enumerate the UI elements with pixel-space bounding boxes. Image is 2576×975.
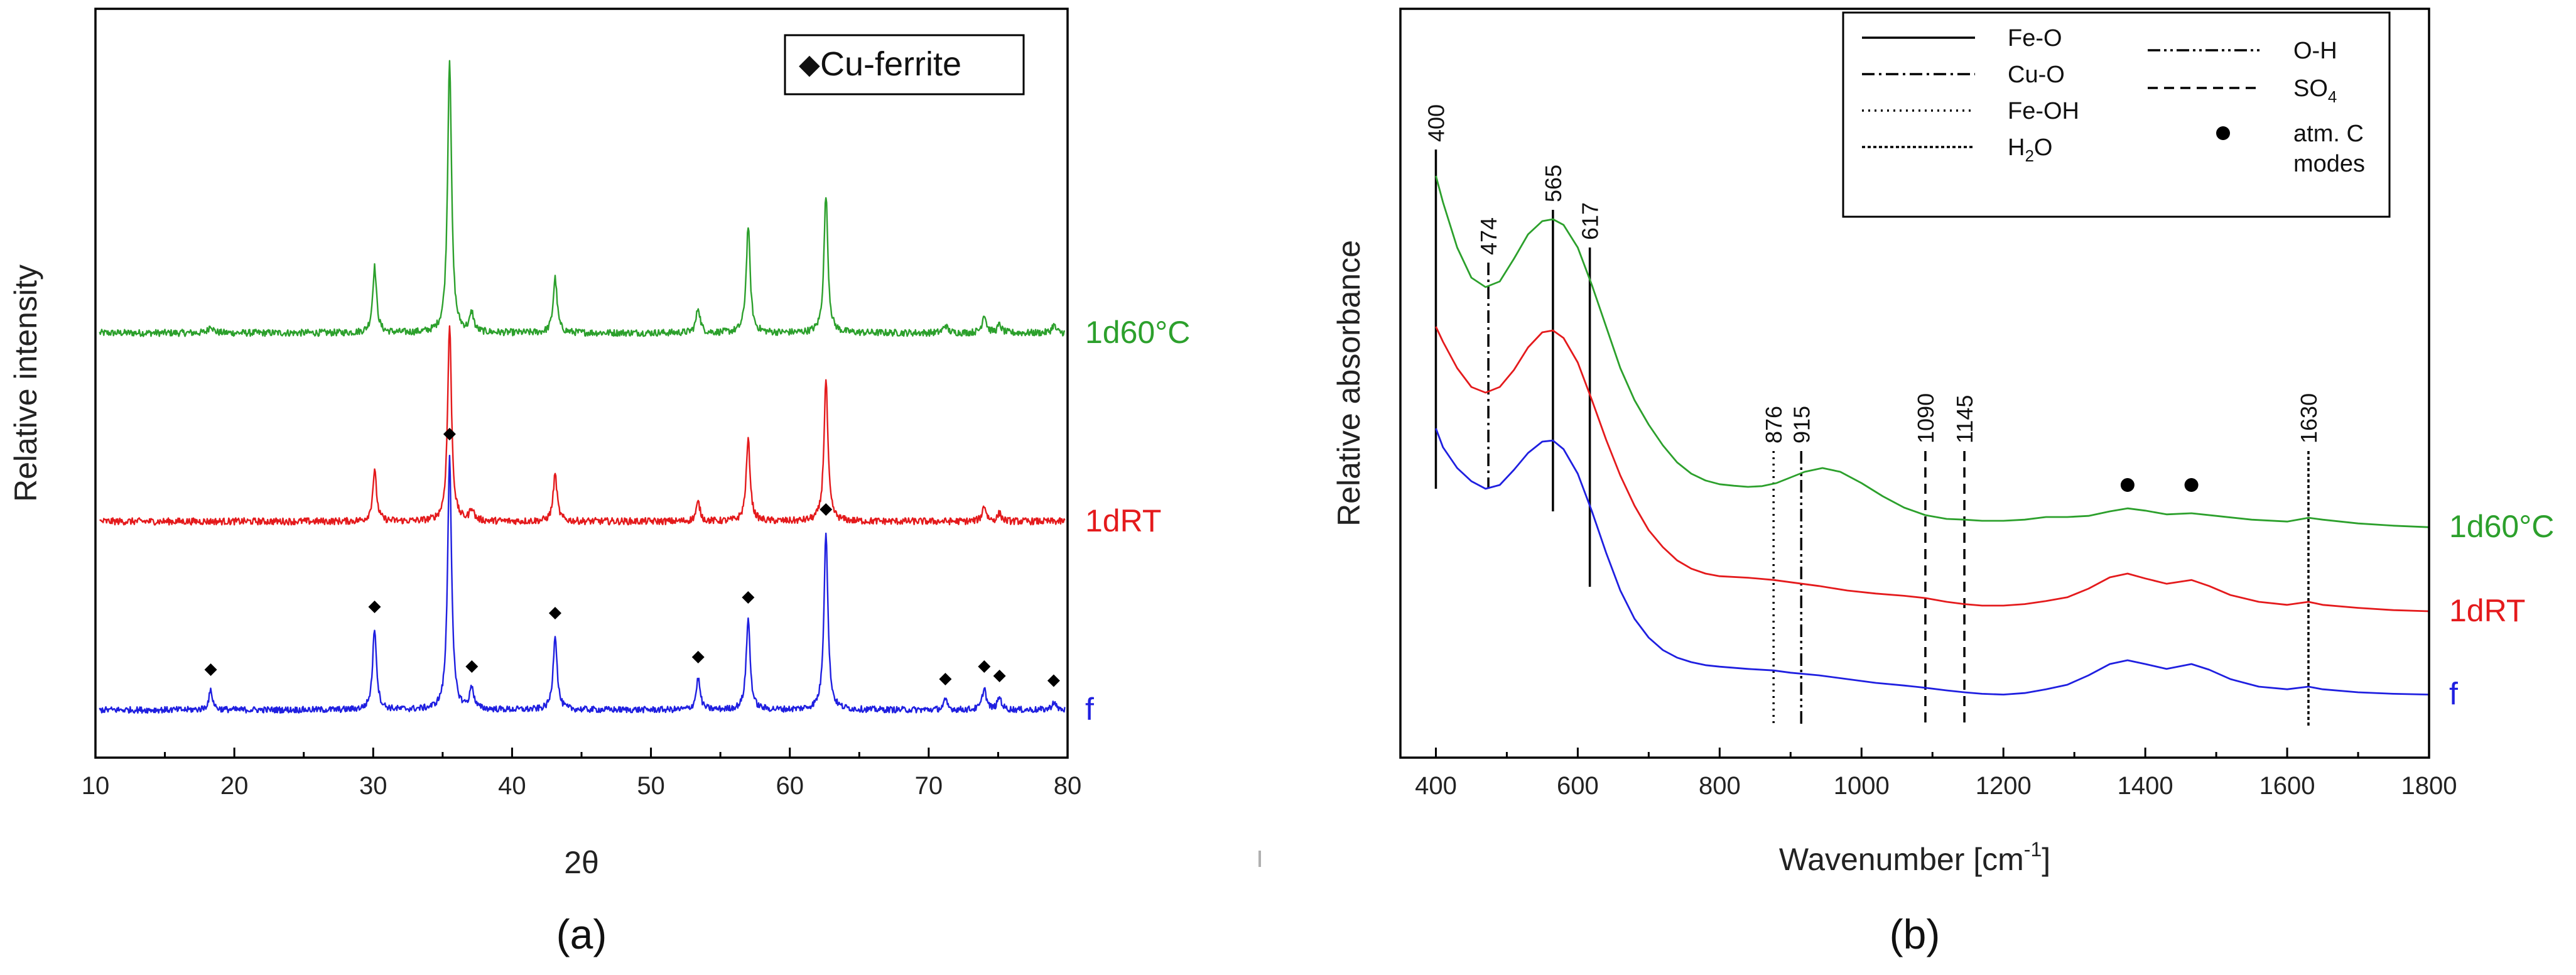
panel-b-series-label: 1d60°C <box>2449 509 2554 544</box>
peak-label-400: 400 <box>1423 104 1449 142</box>
legend-label-modes: modes <box>2293 151 2365 177</box>
panel-a-series-label: 1dRT <box>1085 503 1161 538</box>
cu-ferrite-peak-marker <box>939 673 952 685</box>
stray-divider-mark <box>1258 851 1261 867</box>
cu-ferrite-peak-marker <box>465 660 479 673</box>
panel-a-series-labels: 1d60°C 1dRT f <box>1085 315 1190 727</box>
panel-b-tick-label: 1800 <box>2401 772 2457 800</box>
panel-a-series-label: f <box>1085 692 1094 727</box>
panel-b-series-label: f <box>2449 677 2458 712</box>
panel-b-x-axis-title-main: Wavenumber [cm <box>1779 842 2024 877</box>
panel-a-traces <box>99 60 1066 714</box>
legend-subscript: 2 <box>2025 146 2033 165</box>
legend-label-O-H: O-H <box>2293 38 2337 64</box>
panel-b-x-axis-title-sup: -1 <box>2024 838 2042 861</box>
cu-ferrite-peak-marker <box>820 503 833 516</box>
panel-b-tick-label: 1200 <box>1976 772 2032 800</box>
legend-label-Fe-O: Fe-O <box>2008 25 2062 52</box>
peak-label-915: 915 <box>1789 406 1814 444</box>
panel-b-legend-box <box>1842 11 2391 218</box>
panel-a-tick-label: 50 <box>637 772 665 800</box>
cu-ferrite-peak-marker <box>368 601 381 613</box>
panel-b-label: (b) <box>1890 911 1940 957</box>
cu-ferrite-peak-marker <box>742 591 755 604</box>
panel-b-atm-c-markers <box>2120 478 2199 492</box>
legend-label-Cu-O: Cu-O <box>2008 62 2065 88</box>
panel-a-xrd-chart: 10 20 30 40 50 60 70 80 Relative intensity 2θ ◆… <box>0 0 1190 957</box>
panel-a-tick-label: 20 <box>220 772 249 800</box>
panel-b-series-label: 1dRT <box>2449 593 2525 628</box>
panel-a-background <box>0 0 1099 905</box>
panel-b-ftir-chart: 400 474 565 617 876 915 1090 1145 1630 400 600 800… <box>1331 8 2554 957</box>
panel-b-x-axis-title: Wavenumber [cm-1] <box>1779 838 2050 877</box>
panel-a-tick-label: 70 <box>915 772 943 800</box>
panel-b-x-axis-title-end: ] <box>2042 842 2050 877</box>
ftir-trace-1 <box>1435 326 2430 613</box>
ftir-trace-0 <box>1435 175 2430 528</box>
panel-b-tick-label: 1400 <box>2118 772 2173 800</box>
legend-label-Fe-OH: Fe-OH <box>2008 98 2079 124</box>
legend-label-atm-c: atm. C <box>2293 121 2364 147</box>
peak-label-876: 876 <box>1761 406 1787 444</box>
peak-label-474: 474 <box>1476 217 1502 255</box>
cu-ferrite-peak-marker <box>548 607 561 619</box>
cu-ferrite-peak-marker <box>993 670 1006 682</box>
xrd-trace-1 <box>99 325 1066 526</box>
panel-b-tick-label: 1600 <box>2259 772 2315 800</box>
peak-label-1145: 1145 <box>1952 395 1978 444</box>
panel-a-tick-label: 80 <box>1054 772 1082 800</box>
panel-b-tick-label: 400 <box>1415 772 1457 800</box>
legend-subscript: 4 <box>2328 87 2337 106</box>
cu-ferrite-peak-marker <box>1047 674 1060 687</box>
panel-a-label: (a) <box>556 911 607 957</box>
panel-b-tick-label: 1000 <box>1834 772 1890 800</box>
panel-a-peak-markers <box>204 428 1060 687</box>
panel-a-legend-label: Cu-ferrite <box>820 45 961 83</box>
panel-b-plot-frame <box>1399 8 2430 759</box>
panel-a-tick-label: 40 <box>498 772 526 800</box>
panel-a-x-ticks: 10 20 30 40 50 60 70 80 <box>82 748 1082 800</box>
panel-b-peak-labels: 400 474 565 617 876 915 1090 1145 1630 <box>1423 104 2321 444</box>
panel-a-legend: ◆ Cu-ferrite <box>784 34 1025 95</box>
panel-b-tick-label: 600 <box>1557 772 1599 800</box>
panel-b-y-axis-title: Relative absorbance <box>1331 240 1366 526</box>
panel-b-tick-label: 800 <box>1699 772 1741 800</box>
legend-suffix: O <box>2034 134 2053 161</box>
atm-c-mode-marker <box>2120 478 2135 492</box>
peak-label-1630: 1630 <box>2296 393 2322 444</box>
cu-ferrite-peak-marker <box>443 428 456 440</box>
panel-a-y-axis-title: Relative intensity <box>8 264 43 502</box>
panel-a-legend-marker: ◆ <box>799 49 820 80</box>
cu-ferrite-peak-marker <box>978 660 991 673</box>
panel-a-legend-box <box>784 34 1025 95</box>
panel-b-reference-lines <box>1434 150 2310 726</box>
cu-ferrite-peak-marker <box>691 651 705 663</box>
atm-c-mode-marker <box>2184 478 2199 492</box>
xrd-trace-0 <box>99 60 1066 337</box>
panel-b-traces <box>1435 175 2430 695</box>
panel-a-tick-label: 30 <box>359 772 387 800</box>
panel-b-x-ticks: 400 600 800 1000 1200 1400 1600 1800 <box>1415 748 2457 800</box>
ftir-trace-2 <box>1435 428 2430 695</box>
peak-label-565: 565 <box>1540 165 1566 202</box>
panel-b-series-labels: 1d60°C 1dRT f <box>2449 509 2554 711</box>
cu-ferrite-peak-marker <box>204 663 217 676</box>
panel-a-series-label: 1d60°C <box>1085 315 1190 350</box>
panel-a-tick-label: 60 <box>776 772 804 800</box>
legend-atm-c-marker <box>2216 126 2230 140</box>
peak-label-617: 617 <box>1578 202 1603 240</box>
panel-a-x-axis-title: 2θ <box>564 845 599 880</box>
panel-a-tick-label: 10 <box>82 772 110 800</box>
xrd-trace-2 <box>99 454 1066 714</box>
peak-label-1090: 1090 <box>1913 393 1939 444</box>
